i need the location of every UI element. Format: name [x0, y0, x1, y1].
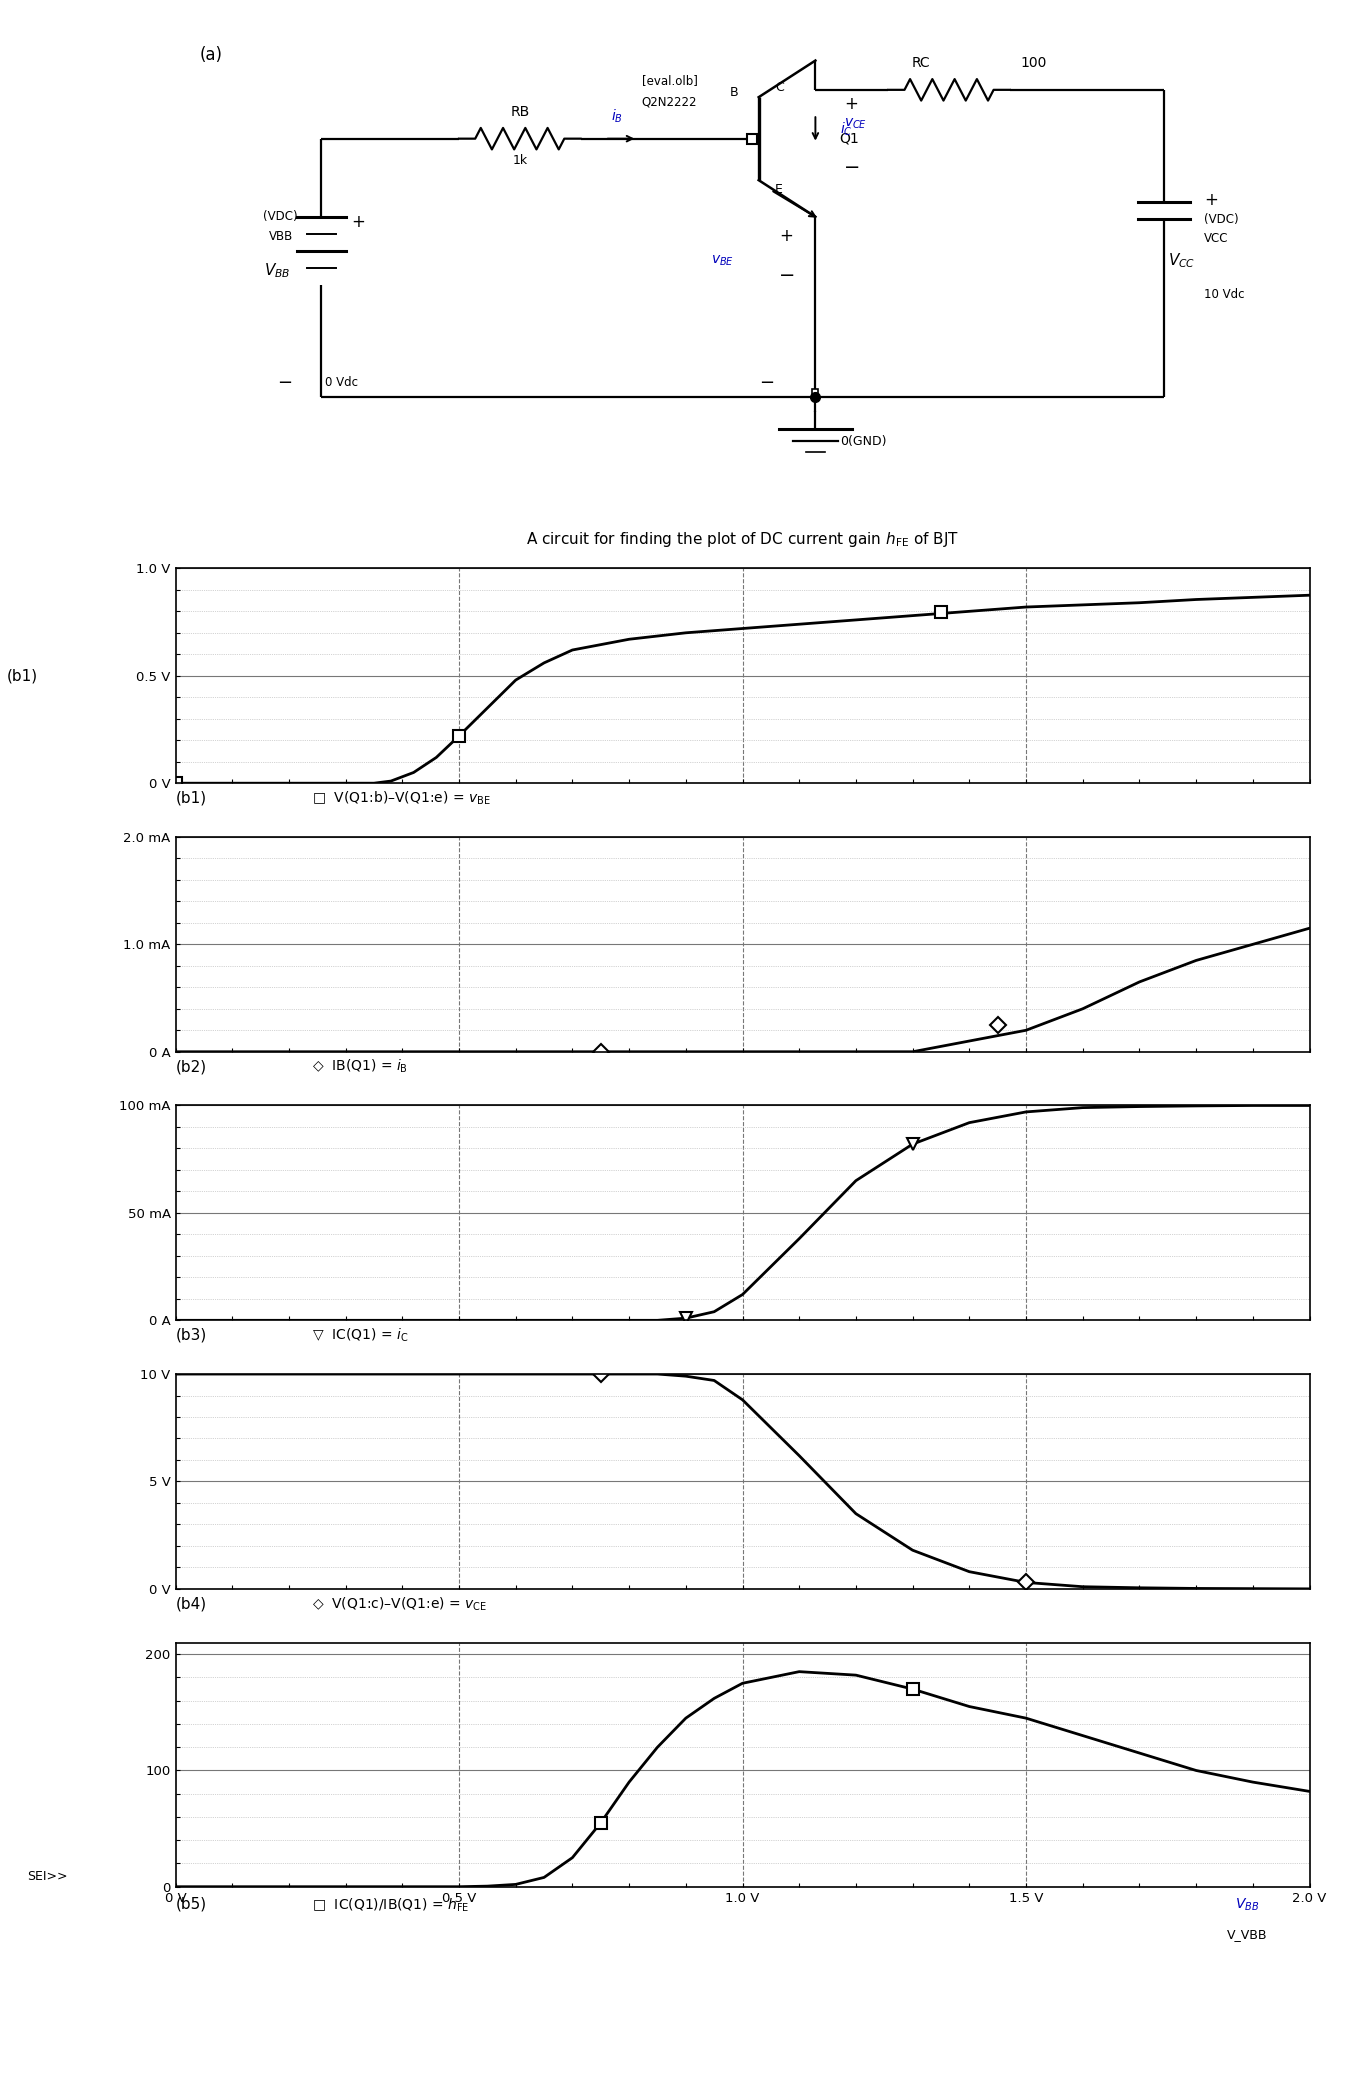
Text: −: −	[844, 158, 860, 177]
Text: Q1: Q1	[840, 131, 860, 146]
Text: B: B	[730, 85, 738, 98]
Text: 0 Vdc: 0 Vdc	[325, 377, 358, 390]
Text: +: +	[779, 227, 792, 246]
Text: (a): (a)	[200, 46, 223, 65]
Text: C: C	[775, 81, 783, 94]
Text: ▽  IC(Q1) = $i_{\mathrm{C}}$: ▽ IC(Q1) = $i_{\mathrm{C}}$	[312, 1327, 408, 1344]
Text: +: +	[1204, 192, 1218, 208]
Text: VBB: VBB	[269, 229, 293, 244]
Text: VCC: VCC	[1204, 233, 1228, 246]
Text: $v_{BE}$: $v_{BE}$	[710, 254, 734, 269]
Text: (b1): (b1)	[7, 669, 38, 683]
Text: 0(GND): 0(GND)	[840, 435, 886, 448]
Text: (b2): (b2)	[176, 1060, 207, 1075]
Text: $i_C$: $i_C$	[840, 121, 852, 137]
Text: A circuit for finding the plot of DC current gain $h_{\mathrm{FE}}$ of BJT: A circuit for finding the plot of DC cur…	[526, 529, 958, 548]
Text: □  IC(Q1)/IB(Q1) = $h_{\mathrm{FE}}$: □ IC(Q1)/IB(Q1) = $h_{\mathrm{FE}}$	[312, 1896, 468, 1914]
Text: ◇  V(Q1:c)–V(Q1:e) = $v_{\mathrm{CE}}$: ◇ V(Q1:c)–V(Q1:e) = $v_{\mathrm{CE}}$	[312, 1596, 486, 1612]
Text: (b5): (b5)	[176, 1898, 207, 1912]
Text: $V_{BB}$: $V_{BB}$	[263, 260, 290, 279]
Text: RB: RB	[510, 104, 529, 119]
Text: +: +	[844, 96, 857, 112]
Text: (b4): (b4)	[176, 1596, 207, 1612]
Text: −: −	[759, 373, 774, 392]
Text: 100: 100	[1021, 56, 1048, 71]
Text: 1k: 1k	[512, 154, 528, 167]
Text: 10 Vdc: 10 Vdc	[1204, 287, 1245, 302]
Text: V_VBB: V_VBB	[1227, 1929, 1268, 1941]
Text: SEI>>: SEI>>	[27, 1871, 68, 1883]
Text: ◇  IB(Q1) = $i_{\mathrm{B}}$: ◇ IB(Q1) = $i_{\mathrm{B}}$	[312, 1058, 408, 1075]
Text: (VDC): (VDC)	[1204, 212, 1239, 225]
Text: +: +	[351, 212, 364, 231]
Text: $i_B$: $i_B$	[612, 108, 622, 125]
Text: $v_{CE}$: $v_{CE}$	[844, 117, 867, 131]
Text: (b3): (b3)	[176, 1327, 207, 1344]
Text: [eval.olb]: [eval.olb]	[641, 73, 698, 87]
Text: Q2N2222: Q2N2222	[641, 96, 698, 108]
Text: −: −	[277, 373, 293, 392]
Text: (VDC): (VDC)	[263, 210, 298, 223]
Text: (b1): (b1)	[176, 792, 207, 806]
Text: $V_{CC}$: $V_{CC}$	[1168, 252, 1195, 271]
Text: −: −	[779, 267, 795, 285]
Text: E: E	[775, 183, 783, 196]
Text: RC: RC	[911, 56, 930, 71]
Text: □  V(Q1:b)–V(Q1:e) = $v_{\mathrm{BE}}$: □ V(Q1:b)–V(Q1:e) = $v_{\mathrm{BE}}$	[312, 789, 490, 806]
Text: $V_{BB}$: $V_{BB}$	[1235, 1896, 1260, 1912]
